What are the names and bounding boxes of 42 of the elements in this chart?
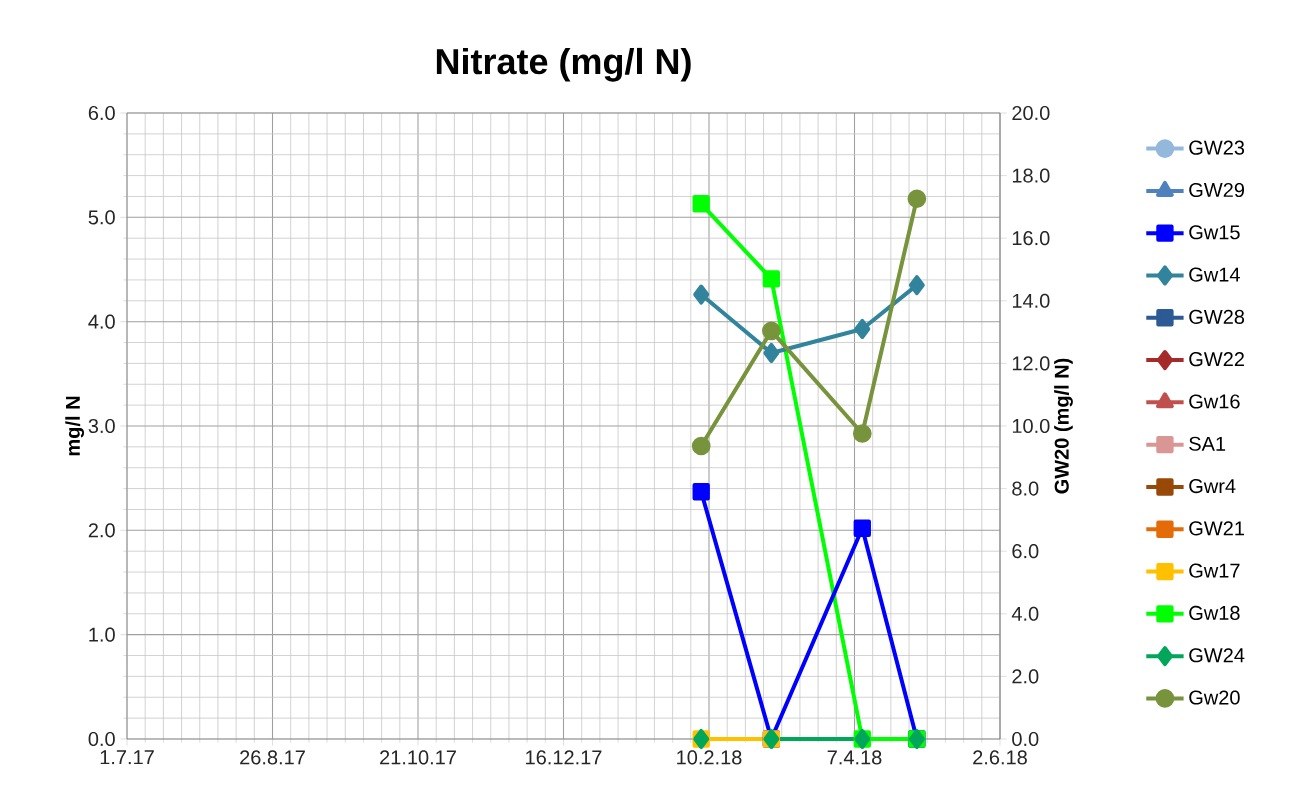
legend-label: GW28	[1189, 309, 1245, 324]
y2-tick-label: 18.0	[1012, 168, 1050, 183]
legend-label: Gw16	[1189, 394, 1240, 409]
x-tick-label: 26.8.17	[240, 750, 305, 765]
y-tick-label: 0.0	[88, 731, 115, 747]
x-tick-label: 2.6.18	[973, 750, 1027, 765]
legend-label: GW22	[1189, 352, 1244, 367]
legend-label: GW21	[1189, 521, 1244, 536]
x-tick-label: 1.7.17	[100, 750, 154, 765]
y2-tick-label: 16.0	[1012, 231, 1050, 246]
y-tick-label: 6.0	[88, 105, 115, 121]
y-tick-label: 2.0	[88, 523, 115, 538]
legend-label: GW24	[1189, 648, 1245, 663]
y-tick-label: 3.0	[88, 418, 115, 434]
y2-tick-label: 10.0	[1012, 418, 1050, 434]
y2-tick-label: 20.0	[1012, 105, 1050, 121]
legend-label: Gw14	[1189, 267, 1240, 282]
x-tick-label: 10.2.18	[677, 750, 742, 765]
y-tick-label: 5.0	[88, 210, 115, 225]
legend-label: Gw20	[1189, 690, 1240, 705]
legend-label: Gwr4	[1189, 478, 1236, 494]
legend-label: GW23	[1189, 140, 1245, 155]
x-tick-label: 21.10.17	[380, 750, 456, 765]
legend-label: Gw18	[1189, 605, 1240, 621]
x-tick-label: 16.12.17	[526, 750, 602, 765]
y2-tick-label: 14.0	[1012, 293, 1050, 308]
legend-label: Gw17	[1189, 563, 1240, 578]
y-tick-label: 1.0	[89, 627, 115, 642]
chart-title: Nitrate (mg/l N)	[436, 47, 691, 82]
legend-label: GW29	[1189, 182, 1244, 198]
y2-tick-label: 4.0	[1011, 606, 1039, 621]
y2-tick-label: 6.0	[1012, 544, 1039, 559]
y2-tick-label: 2.0	[1012, 669, 1039, 684]
y2-tick-label: 0.0	[1012, 731, 1039, 747]
y-tick-label: 4.0	[88, 314, 115, 329]
y-axis-title: mg/l N	[65, 396, 85, 456]
y2-tick-label: 12.0	[1012, 356, 1050, 371]
x-tick-label: 7.4.18	[827, 750, 882, 765]
y2-axis-title: GW20 (mg/l N)	[1054, 358, 1073, 494]
y2-tick-label: 8.0	[1012, 481, 1039, 496]
legend-label: SA1	[1189, 436, 1226, 451]
legend-label: Gw15	[1189, 225, 1240, 240]
